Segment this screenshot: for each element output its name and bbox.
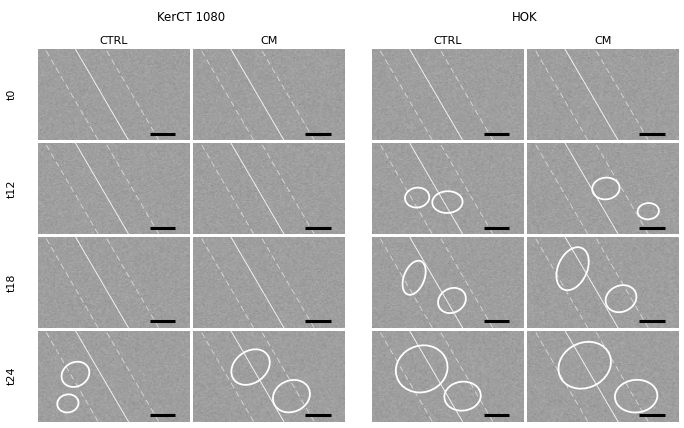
Text: CM: CM (260, 36, 278, 46)
Text: t18: t18 (7, 273, 16, 291)
Text: t0: t0 (7, 89, 16, 100)
Text: HOK: HOK (512, 11, 538, 24)
Text: KerCT 1080: KerCT 1080 (157, 11, 225, 24)
Text: t24: t24 (7, 367, 16, 386)
Text: CM: CM (594, 36, 611, 46)
Text: t12: t12 (7, 179, 16, 198)
Text: CTRL: CTRL (99, 36, 127, 46)
Text: CTRL: CTRL (433, 36, 462, 46)
